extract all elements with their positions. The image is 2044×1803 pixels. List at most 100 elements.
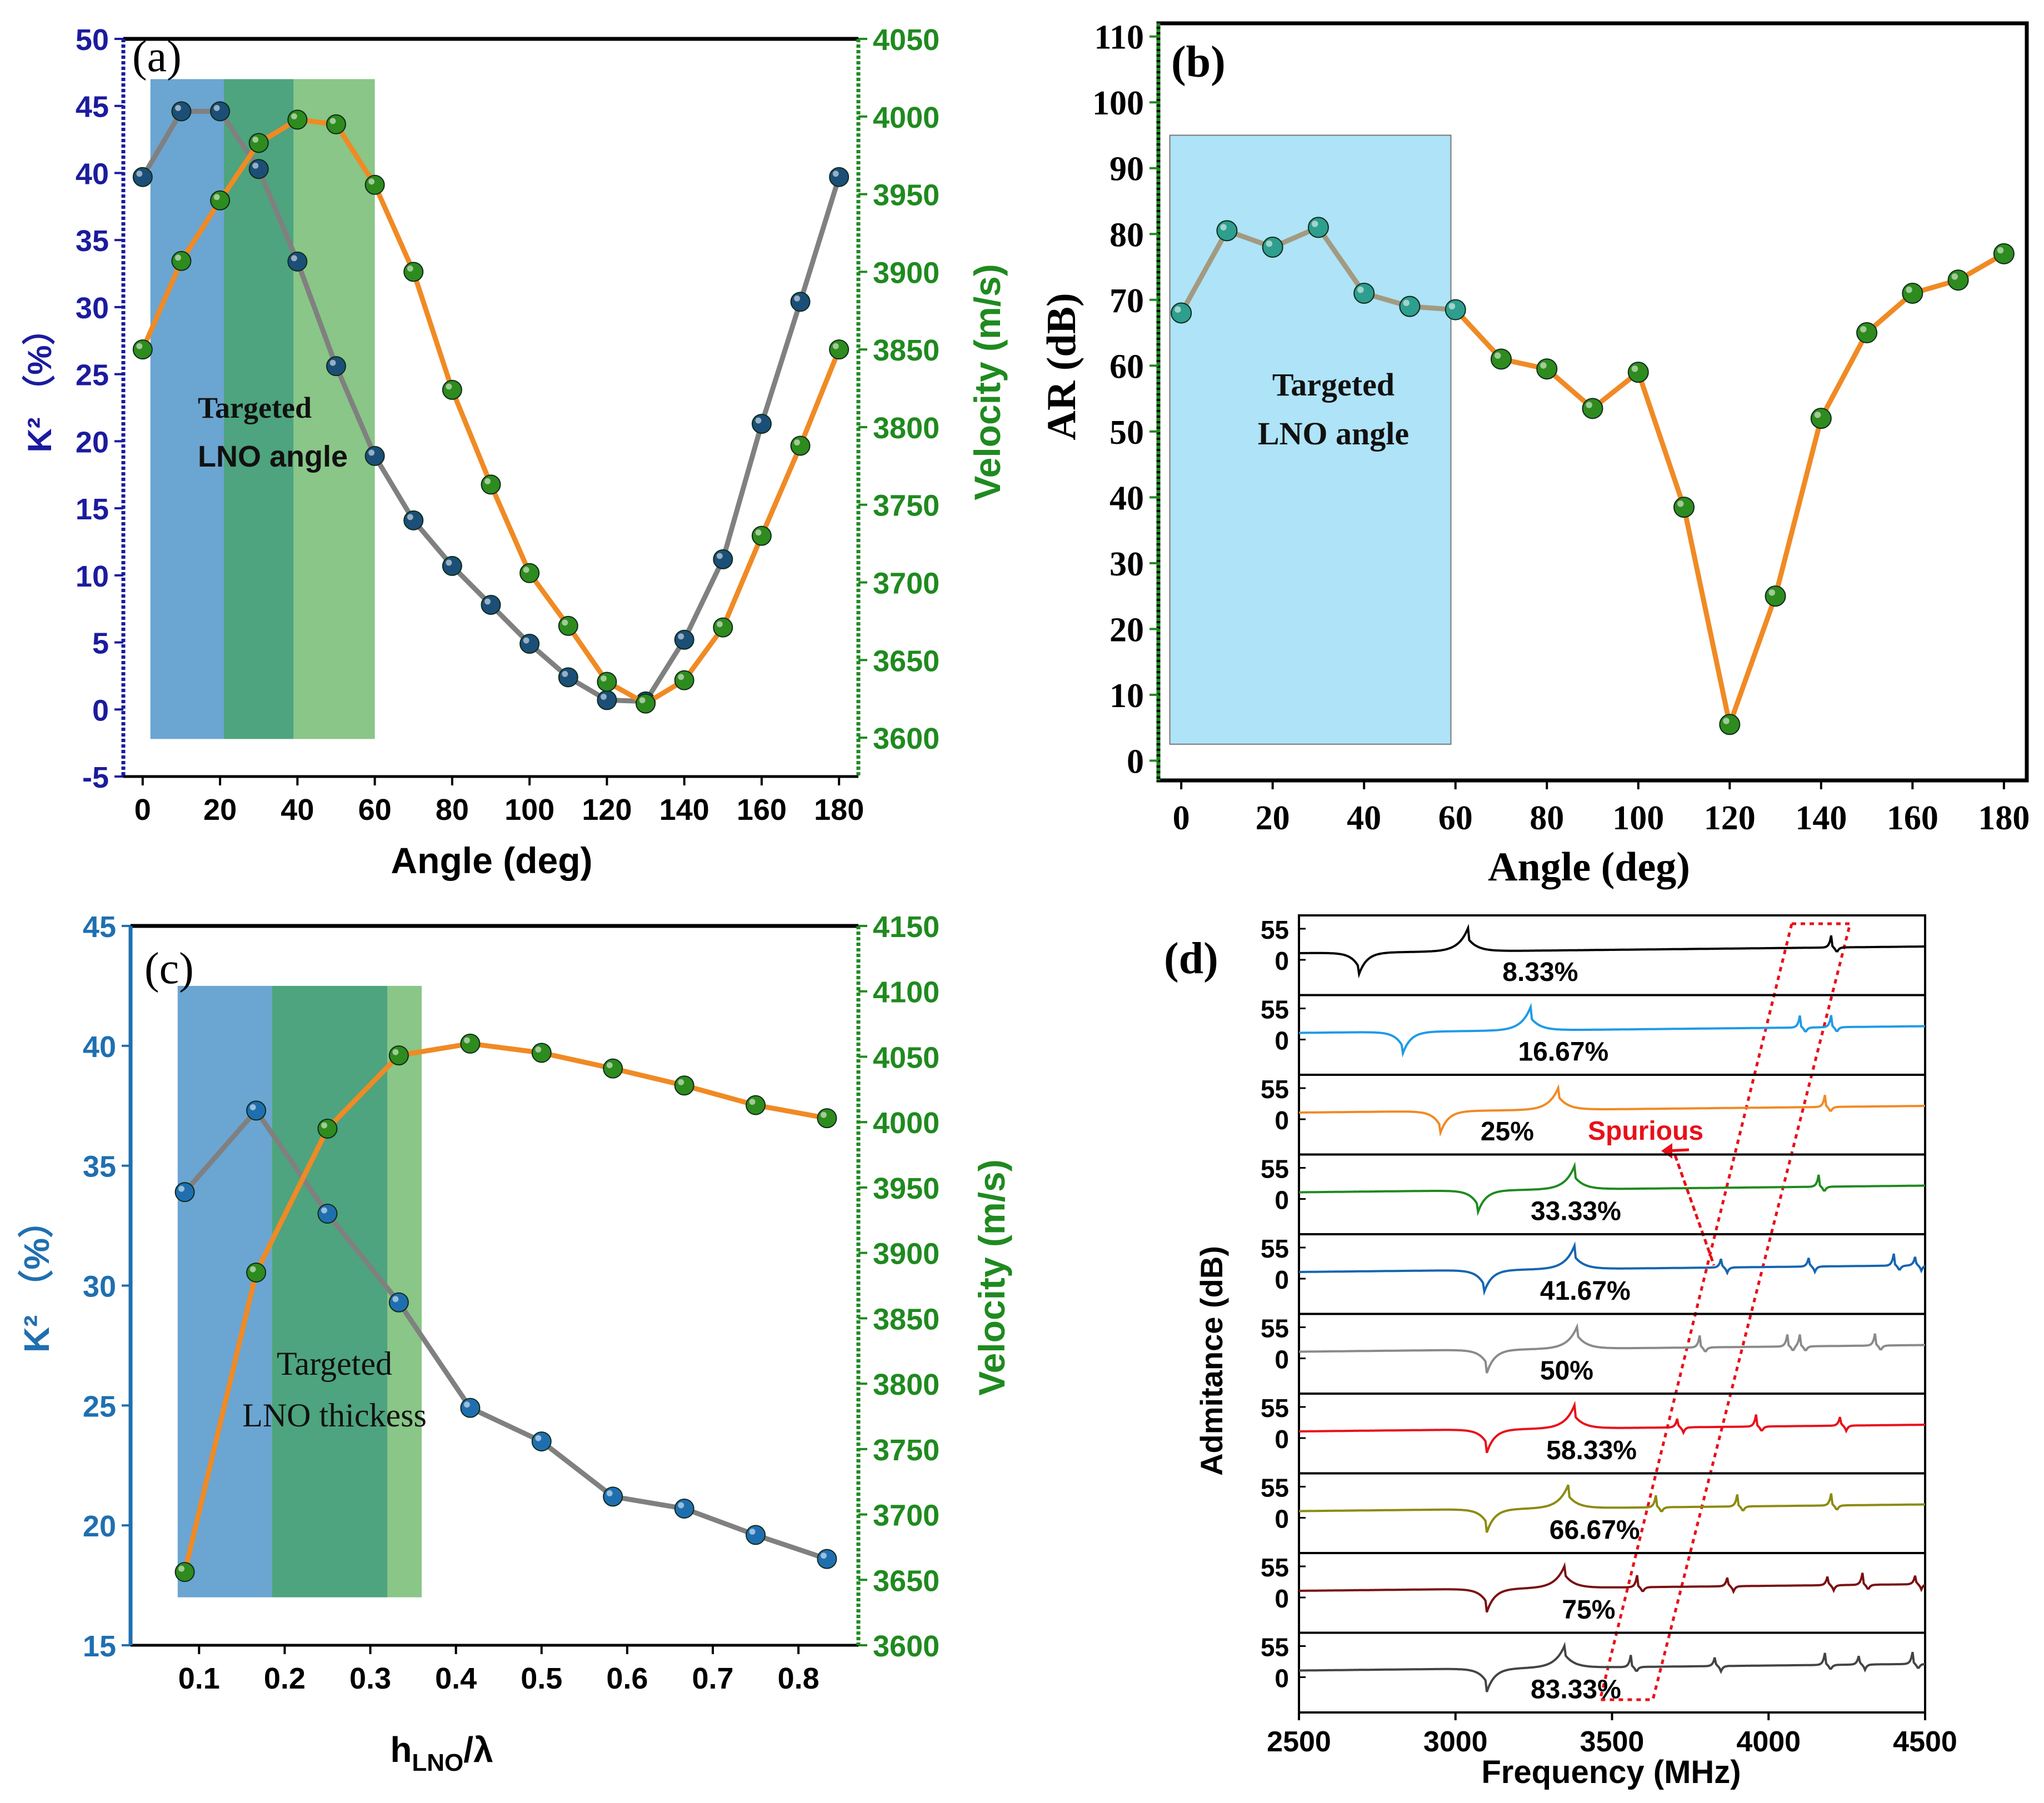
panel-a-annotation-line2: LNO angle bbox=[198, 440, 348, 473]
pc-series-0-point-4-body bbox=[460, 1398, 481, 1418]
pa-series-1-point-17 bbox=[790, 435, 811, 456]
panel-d-label: (d) bbox=[1164, 934, 1218, 983]
pa-series-1-point-3-highlight bbox=[252, 136, 259, 143]
pd-row-curve-1 bbox=[1299, 1003, 1925, 1058]
pc-series-1-point-3 bbox=[388, 1045, 409, 1066]
pa-series-1-point-12 bbox=[597, 672, 617, 692]
pa-series-0-point-5-highlight bbox=[329, 359, 336, 366]
panel-d-xlabel: Frequency (MHz) bbox=[1481, 1754, 1741, 1790]
pb-point-14-body bbox=[1810, 408, 1832, 429]
pc-xtick-label-2: 0.3 bbox=[349, 1662, 391, 1695]
spurious-label: Spurious bbox=[1588, 1116, 1703, 1146]
pa-series-0-point-3 bbox=[248, 159, 269, 179]
pd-row-curve-2 bbox=[1299, 1084, 1925, 1137]
pa-series-1-point-8-highlight bbox=[446, 383, 452, 390]
pc-series-1-point-8-highlight bbox=[749, 1099, 756, 1105]
pc-series-0-point-8-highlight bbox=[749, 1529, 756, 1535]
pb-ytick-label-10: 100 bbox=[1092, 84, 1144, 122]
pb-point-0-highlight bbox=[1175, 306, 1181, 313]
pc-series-1-point-9-highlight bbox=[821, 1111, 827, 1118]
pa-series-1-point-6 bbox=[364, 174, 385, 195]
pd-row-curve-6 bbox=[1299, 1400, 1925, 1454]
pb-point-9 bbox=[1582, 398, 1603, 419]
pa-series-0-point-6 bbox=[364, 445, 385, 466]
pd-row-ytick0-6: 0 bbox=[1275, 1425, 1289, 1454]
pd-row-curve-0 bbox=[1299, 924, 1925, 979]
pa-ytickR-label-0: 3600 bbox=[873, 722, 939, 755]
pa-series-0-point-11-highlight bbox=[562, 670, 568, 677]
pd-row-ytick0-9: 0 bbox=[1275, 1664, 1289, 1693]
pc-ytickR-label-9: 4050 bbox=[873, 1041, 939, 1074]
pb-xtick-label-4: 80 bbox=[1530, 799, 1564, 837]
pc-series-1-point-2 bbox=[317, 1118, 338, 1139]
pd-row-ytick0-7: 0 bbox=[1275, 1505, 1289, 1534]
pa-series-0-point-15 bbox=[713, 549, 733, 569]
panel-a-annotation-line1: Targeted bbox=[198, 391, 312, 424]
pc-series-1-point-9-body bbox=[817, 1108, 837, 1129]
pc-series-0-point-9 bbox=[817, 1549, 837, 1569]
pc-series-0-point-8 bbox=[746, 1525, 766, 1545]
pa-series-1-point-3 bbox=[248, 133, 269, 153]
pc-series-0-point-6-body bbox=[603, 1486, 623, 1507]
pc-series-1-point-7 bbox=[674, 1075, 694, 1096]
pb-xtick-label-1: 20 bbox=[1256, 799, 1290, 837]
pa-ytickL-label-10: 45 bbox=[76, 91, 109, 124]
pc-series-0-point-2 bbox=[317, 1204, 338, 1224]
pa-ytickR-label-4: 3800 bbox=[873, 412, 939, 445]
pb-xtick-label-6: 120 bbox=[1704, 799, 1756, 837]
pb-point-5-highlight bbox=[1403, 299, 1410, 307]
pb-band-0 bbox=[1169, 134, 1452, 745]
pd-row-label-2: 25% bbox=[1481, 1117, 1534, 1146]
pb-xtick-label-2: 40 bbox=[1347, 799, 1381, 837]
pb-xtick-label-3: 60 bbox=[1438, 799, 1473, 837]
pa-series-0-point-0 bbox=[132, 167, 153, 187]
panel-c-label: (c) bbox=[144, 944, 194, 993]
pb-ytick-label-11: 110 bbox=[1094, 19, 1144, 57]
pa-series-0-point-8 bbox=[442, 555, 462, 576]
pc-series-0-point-7 bbox=[674, 1498, 694, 1519]
pc-series-0-point-5-body bbox=[531, 1431, 552, 1452]
pb-point-15-highlight bbox=[1860, 325, 1867, 333]
pa-ytickL-label-4: 15 bbox=[76, 493, 109, 526]
pb-point-5 bbox=[1399, 296, 1421, 317]
pb-point-8 bbox=[1536, 358, 1558, 380]
pa-series-0-point-18-body bbox=[829, 167, 849, 187]
pa-series-1-point-9-body bbox=[481, 474, 501, 495]
pd-row-frame-0 bbox=[1298, 914, 1926, 996]
pc-ytickR-label-2: 3700 bbox=[873, 1499, 939, 1532]
pd-row-6: 550 58.33% bbox=[1261, 1393, 1926, 1475]
pb-point-7 bbox=[1490, 348, 1512, 370]
pd-row-ytick55-8: 55 bbox=[1261, 1553, 1289, 1582]
pa-ytickL-label-11: 50 bbox=[76, 23, 109, 57]
pa-series-0-point-8-highlight bbox=[446, 559, 452, 566]
pa-series-0-point-9 bbox=[481, 594, 501, 615]
pa-series-1-point-5-highlight bbox=[329, 118, 336, 124]
pa-series-0-point-18-highlight bbox=[832, 171, 839, 177]
panel-b: 0 20 40 60 80 100 120 140 160 180 0 10 20 30 40 50 60 70 8… bbox=[1039, 19, 2030, 890]
pc-series-1-point-1-highlight bbox=[249, 1266, 256, 1273]
pb-point-1-body bbox=[1216, 220, 1238, 242]
pa-series-1-point-17-highlight bbox=[794, 439, 801, 445]
panel-c: 0.1 0.2 0.3 0.4 0.5 0.6 0.7 0.8 15 20 25 30 35 40 45 36… bbox=[17, 910, 1012, 1776]
pb-point-12-highlight bbox=[1723, 718, 1730, 724]
pd-row-label-8: 75% bbox=[1562, 1595, 1615, 1625]
pa-ytickL-label-1: 0 bbox=[92, 694, 109, 727]
panel-b-ylabel: AR (dB) bbox=[1039, 293, 1085, 440]
pa-series-0-point-3-highlight bbox=[252, 162, 259, 169]
pa-xtick-label-4: 80 bbox=[436, 793, 469, 827]
pa-series-0-point-0-body bbox=[132, 167, 153, 187]
pa-series-0-point-7-body bbox=[403, 510, 424, 530]
pb-ytick-label-8: 80 bbox=[1110, 216, 1144, 254]
pb-ytick-label-3: 30 bbox=[1110, 545, 1144, 583]
pd-row-ytick0-8: 0 bbox=[1275, 1584, 1289, 1613]
pa-series-0-point-9-highlight bbox=[484, 598, 491, 605]
pd-row-9: 550 83.33% bbox=[1261, 1631, 1926, 1714]
pc-series-0-point-5 bbox=[531, 1431, 552, 1452]
pa-ytickL-label-0: -5 bbox=[82, 761, 109, 794]
pa-series-1-point-5-body bbox=[326, 114, 346, 134]
pa-series-1-point-10 bbox=[519, 563, 540, 583]
pc-series-1-point-5 bbox=[531, 1043, 552, 1063]
pa-series-1-point-8 bbox=[442, 379, 462, 400]
pa-band-2 bbox=[293, 79, 375, 739]
